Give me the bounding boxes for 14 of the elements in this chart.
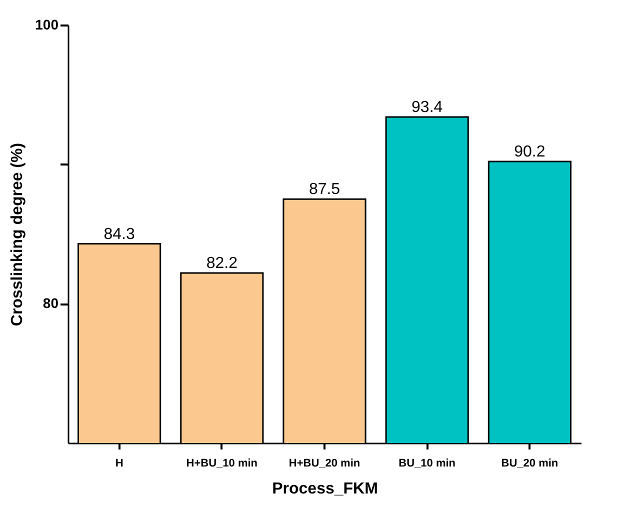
data-label: 82.2 (206, 255, 238, 272)
x-tick-label: H (115, 458, 124, 470)
y-axis-title: Crosslinking degree (%) (9, 142, 26, 326)
x-tick-label: BU_10 min (398, 458, 456, 470)
x-axis-title: Process_FKM (272, 480, 378, 498)
x-tick-label: H+BU_20 min (288, 458, 360, 470)
y-tick-label: 80 (42, 295, 59, 312)
x-tick-label: H+BU_10 min (186, 458, 258, 470)
y-tick-label: 100 (35, 16, 59, 32)
x-tick-label: BU_20 min (501, 458, 558, 470)
data-label: 87.5 (308, 181, 340, 198)
data-label: 90.2 (514, 144, 546, 161)
data-label: 84.3 (104, 226, 135, 243)
data-label: 93.4 (412, 98, 443, 116)
